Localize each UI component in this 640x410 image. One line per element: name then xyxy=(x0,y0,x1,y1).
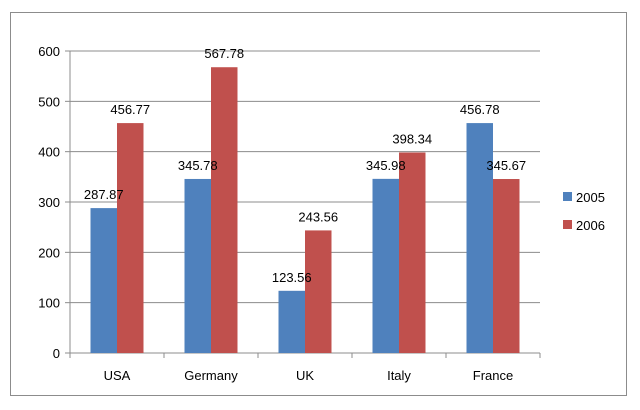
data-labels: 287.87 456.77 345.78 567.78 123.56 243.56 345.… xyxy=(84,46,526,285)
bar-2006-usa xyxy=(117,123,144,353)
x-axis: USA Germany UK Italy France xyxy=(69,352,541,383)
bar-2006-uk xyxy=(305,230,332,353)
bar-2005-usa xyxy=(90,208,117,353)
bar-2005-germany xyxy=(184,178,211,353)
x-tick-label: USA xyxy=(104,368,131,383)
legend-label: 2006 xyxy=(576,218,605,233)
data-label: 456.77 xyxy=(110,102,150,117)
legend-label: 2005 xyxy=(576,190,605,205)
y-tick-label: 500 xyxy=(38,94,60,109)
y-tick-label: 200 xyxy=(38,245,60,260)
y-tick-label: 600 xyxy=(38,44,60,59)
y-tick-label: 400 xyxy=(38,145,60,160)
x-tick-label: Germany xyxy=(184,368,238,383)
legend: 2005 2006 xyxy=(563,190,605,233)
data-label: 345.98 xyxy=(366,158,406,173)
data-label: 345.67 xyxy=(486,158,526,173)
y-tick-label: 300 xyxy=(38,195,60,210)
data-label: 345.78 xyxy=(178,158,218,173)
bar-2005-uk xyxy=(278,290,305,353)
bars xyxy=(90,67,520,353)
data-label: 123.56 xyxy=(272,270,312,285)
legend-swatch-2005 xyxy=(563,192,572,201)
data-label: 243.56 xyxy=(298,209,338,224)
bar-2005-italy xyxy=(372,178,399,353)
x-tick-label: France xyxy=(473,368,513,383)
data-label: 287.87 xyxy=(84,187,124,202)
x-tick-label: UK xyxy=(296,368,314,383)
y-tick-label: 100 xyxy=(38,296,60,311)
bar-2006-germany xyxy=(211,67,238,353)
y-tick-label: 0 xyxy=(53,346,60,361)
bar-2006-france xyxy=(493,179,520,353)
x-tick-label: Italy xyxy=(387,368,411,383)
bar-2006-italy xyxy=(399,152,426,353)
bar-2005-france xyxy=(466,123,493,353)
data-label: 567.78 xyxy=(204,46,244,61)
y-axis: 0 100 200 300 400 500 600 xyxy=(38,44,71,361)
legend-swatch-2006 xyxy=(563,220,572,229)
data-label: 456.78 xyxy=(460,102,500,117)
data-label: 398.34 xyxy=(392,132,432,147)
